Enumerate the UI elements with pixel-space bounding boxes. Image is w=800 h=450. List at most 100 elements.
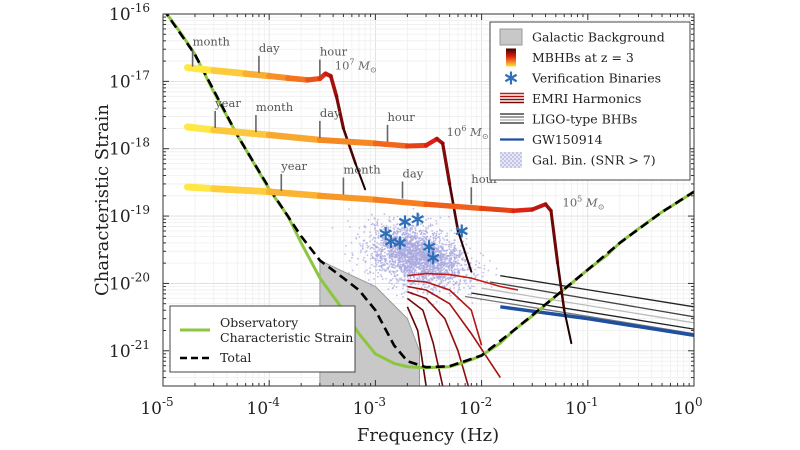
gal-bin-point xyxy=(376,246,378,249)
y-tick-label: 10-20 xyxy=(109,270,150,294)
gal-bin-point xyxy=(410,255,413,257)
mbhb-segment xyxy=(530,202,548,212)
gal-bin-point xyxy=(366,254,369,257)
gal-bin-point xyxy=(378,265,381,268)
gal-bin-point xyxy=(453,258,456,261)
gal-bin-point xyxy=(406,256,409,259)
time-marker-label: day xyxy=(259,41,280,55)
gal-bin-point xyxy=(391,287,394,290)
gal-bin-point xyxy=(396,235,398,238)
gal-bin-point xyxy=(412,243,414,246)
gal-bin-point xyxy=(376,257,379,260)
gal-bin-point xyxy=(371,263,373,266)
gal-bin-point xyxy=(447,215,450,218)
gal-bin-point xyxy=(394,259,397,262)
gal-bin-point xyxy=(384,260,387,263)
gal-bin-point xyxy=(388,250,391,253)
gal-bin-point xyxy=(331,226,334,229)
gal-bin-point xyxy=(457,270,460,272)
mbhb-segment xyxy=(457,230,473,273)
gal-bin-point xyxy=(383,244,386,247)
mbhb-segment xyxy=(328,74,339,99)
gal-bin-point xyxy=(450,251,453,254)
gal-bin-point xyxy=(385,268,388,271)
gal-bin-point xyxy=(458,249,461,252)
gal-bin-point xyxy=(454,250,456,252)
gal-bin-point xyxy=(428,264,431,267)
gal-bin-point xyxy=(351,254,354,256)
gal-bin-point xyxy=(444,235,447,238)
gal-bin-point xyxy=(376,230,379,232)
gal-bin-point xyxy=(370,213,373,216)
gal-bin-point xyxy=(369,231,371,234)
gal-bin-point xyxy=(449,294,452,297)
gal-bin-point xyxy=(419,223,422,225)
gal-bin-point xyxy=(401,249,404,252)
gal-bin-point xyxy=(439,216,442,219)
gal-bin-point xyxy=(425,238,428,241)
gal-bin-point xyxy=(373,251,376,253)
gal-bin-point xyxy=(381,278,384,281)
gal-bin-point xyxy=(412,225,415,228)
gal-bin-point xyxy=(393,255,396,258)
mbhb-segment xyxy=(183,123,218,134)
gal-bin-point xyxy=(422,224,425,227)
mbhb-track xyxy=(183,64,367,191)
gal-bin-point xyxy=(379,242,382,244)
x-tick-label: 10-4 xyxy=(247,395,281,419)
gal-bin-point xyxy=(392,231,395,233)
mbhb-segment xyxy=(423,136,440,148)
gal-bin-point xyxy=(442,280,445,282)
gal-bin-point xyxy=(390,258,393,261)
gal-bin-point xyxy=(430,268,433,271)
ligo-bhb-line xyxy=(500,275,694,308)
mbhb-segment xyxy=(479,205,517,214)
gal-bin-point xyxy=(432,239,435,242)
gal-bin-point xyxy=(388,265,391,267)
gal-bin-point xyxy=(415,234,418,237)
gal-bin-point xyxy=(390,266,393,268)
gal-bin-point xyxy=(438,228,441,231)
gal-bin-point xyxy=(436,264,439,266)
verification-binary-marker xyxy=(455,224,468,238)
gal-bin-point xyxy=(388,220,391,222)
gal-bin-point xyxy=(393,284,396,287)
gal-bin-point xyxy=(471,301,474,304)
gal-bin-point xyxy=(384,251,386,254)
emri-harmonic-line xyxy=(407,279,483,346)
gal-bin-point xyxy=(413,258,416,261)
gal-bin-point xyxy=(440,255,443,258)
annotation-layer: month day hour year month day hour year month day… xyxy=(191,35,604,211)
gal-bin-point xyxy=(402,259,404,262)
gal-bin-point xyxy=(393,228,396,231)
gal-bin-point xyxy=(409,256,411,259)
legend-symbol-lavender-dots xyxy=(500,152,522,168)
gal-bin-point xyxy=(392,270,395,273)
gal-bin-point xyxy=(440,271,443,274)
gal-bin-point xyxy=(420,232,423,234)
gal-bin-point xyxy=(418,255,421,258)
gal-bin-point xyxy=(371,222,374,225)
legend-label: Gal. Bin. (SNR > 7) xyxy=(532,153,656,168)
gal-bin-point xyxy=(453,242,456,244)
gal-bin-point xyxy=(435,289,438,292)
gal-bin-point xyxy=(356,233,359,236)
gal-bin-point xyxy=(376,224,379,227)
ligo-bhb-line xyxy=(464,295,694,335)
gal-bin-point xyxy=(459,268,462,271)
gal-bin-point xyxy=(430,249,433,252)
gal-bin-point xyxy=(414,246,417,248)
gal-bin-point xyxy=(407,225,410,227)
gal-bin-point xyxy=(422,265,425,268)
gal-bin-point xyxy=(390,250,393,253)
gal-bin-point xyxy=(393,275,396,278)
gal-bin-point xyxy=(344,245,347,247)
gal-bin-point xyxy=(350,241,353,244)
gal-bin-point xyxy=(427,225,430,227)
gal-bin-point xyxy=(406,276,409,278)
gal-bin-point xyxy=(348,226,351,228)
gal-bin-point xyxy=(460,244,462,247)
gal-bin-point xyxy=(435,279,438,282)
gal-bin-point xyxy=(443,261,446,263)
mbhb-segment xyxy=(266,131,324,144)
